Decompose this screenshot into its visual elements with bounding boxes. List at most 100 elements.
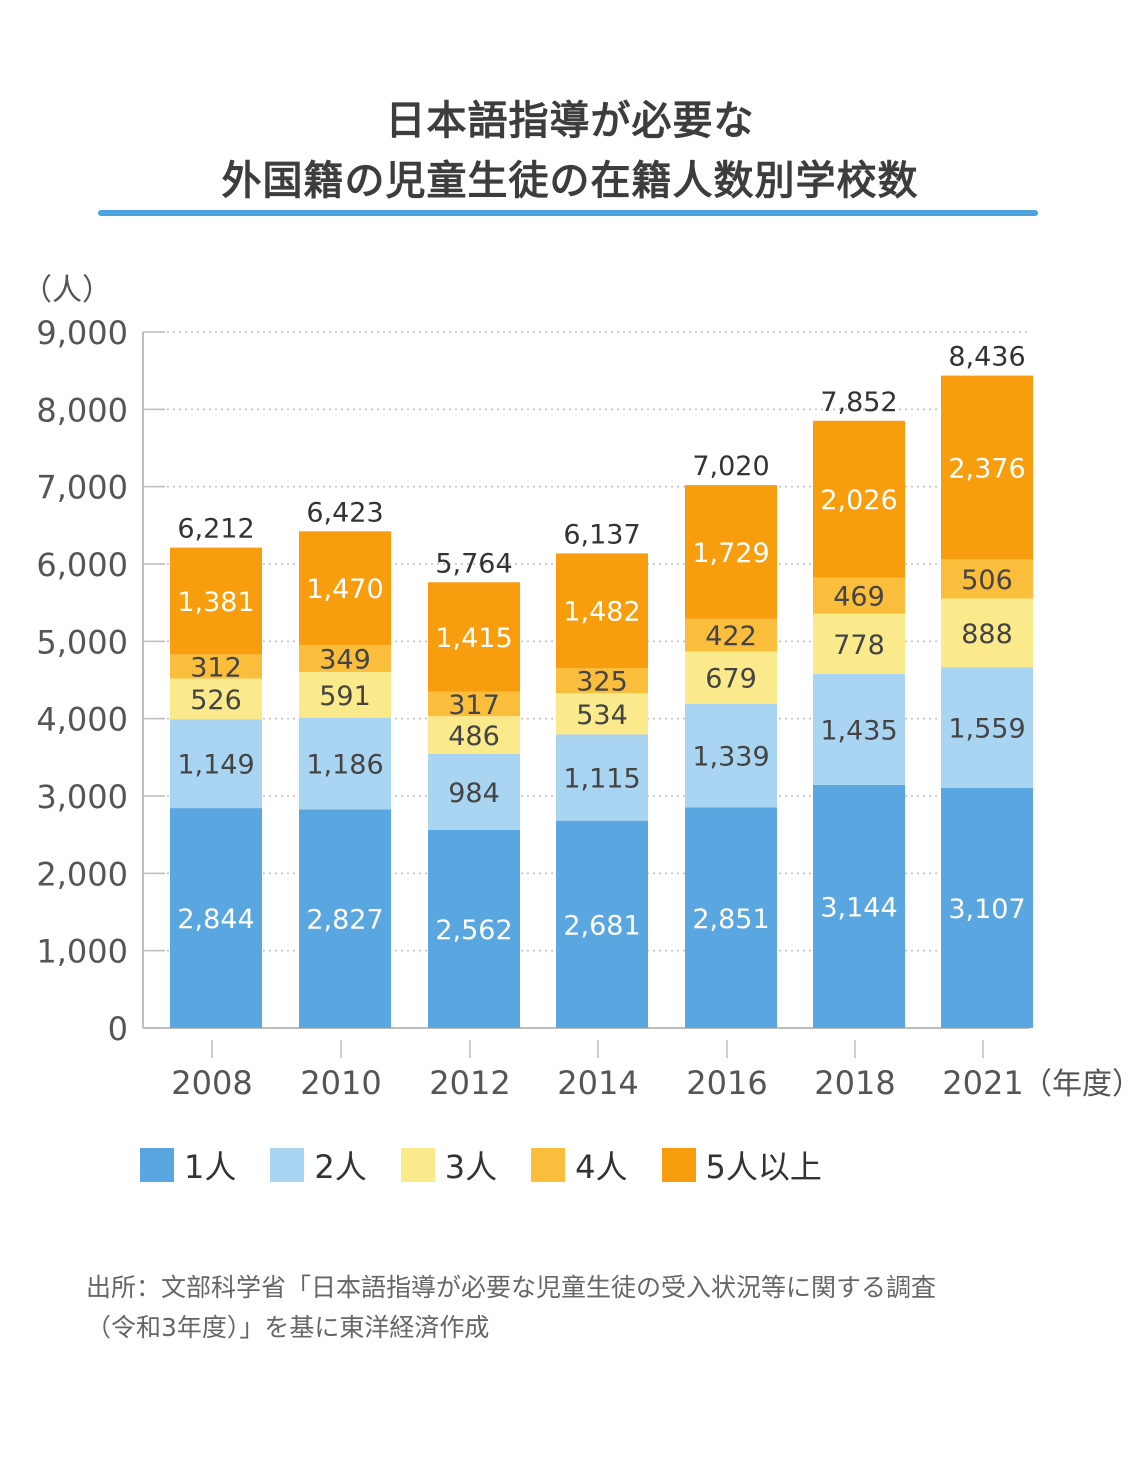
data-label: 526 [190,685,242,716]
data-label: 778 [833,630,885,661]
data-label: 1,729 [692,538,769,569]
data-label: 1,381 [177,587,254,618]
bar-segment [170,719,262,809]
legend-item: 3人 [400,1142,498,1188]
data-label: 1,482 [563,597,640,628]
bar-segment [813,613,905,674]
bar-segment [556,693,648,735]
bar-segment [813,420,905,578]
bar-segment [556,820,648,1028]
y-tick-label: 6,000 [36,546,128,584]
bar-segment [299,644,391,672]
data-label: 2,851 [692,904,769,935]
bar-segment [170,654,262,679]
bar-segment [813,673,905,785]
chart-legend: 1人 2人 3人 4人 5人以上 [140,1142,822,1188]
bar-segment [685,703,777,808]
total-label: 8,436 [948,342,1025,373]
data-label: 506 [961,565,1013,596]
legend-label: 1人 [184,1148,237,1186]
x-axis-unit: （年度） [1022,1067,1140,1102]
legend-swatch [140,1148,174,1182]
data-label: 679 [705,664,757,695]
bar-segment [556,553,648,669]
bar-segment [299,717,391,810]
x-tick-label: 2012 [429,1064,510,1102]
bar-segment [170,808,262,1028]
data-label: 312 [190,652,242,683]
data-label: 1,415 [435,623,512,654]
legend-item: 5人以上 [661,1142,822,1188]
bar-segment [685,651,777,704]
y-tick-label: 7,000 [36,469,128,507]
total-label: 7,020 [692,451,769,482]
bar-segment [813,784,905,1028]
bar-segment [941,667,1033,788]
source-note: 出所：文部科学省「日本語指導が必要な児童生徒の受入状況等に関する調査 （令和3年… [86,1268,1086,1348]
total-label: 6,137 [563,519,640,550]
data-label: 2,562 [435,915,512,946]
total-label: 6,212 [177,514,254,545]
stacked-bar-chart: 0 1,000 2,000 3,000 4,000 5,000 6,000 7,000 8,00… [22,273,1140,1102]
data-label: 2,026 [820,485,897,516]
data-label: 1,115 [563,764,640,795]
y-tick-label: 8,000 [36,391,128,429]
legend-swatch [400,1148,435,1182]
y-tick-label: 3,000 [36,778,128,816]
data-label: 2,681 [563,910,640,941]
y-tick-label: 9,000 [36,314,128,352]
x-tick-label: 2021 [942,1064,1023,1102]
data-label: 2,376 [948,453,1025,484]
y-axis-unit: （人） [22,273,112,308]
legend-swatch [270,1148,305,1182]
data-label: 984 [448,778,500,809]
data-label: 469 [833,582,885,613]
bar-segment [428,829,520,1028]
bar-segment [299,671,391,718]
bar-segment [941,598,1033,668]
data-label: 1,149 [177,750,254,781]
data-label: 325 [576,667,628,698]
x-tick-label: 2016 [686,1064,767,1102]
data-label: 1,470 [306,574,383,605]
legend-item: 4人 [531,1142,628,1188]
y-tick-label: 4,000 [36,701,128,739]
x-tick-label: 2008 [171,1064,252,1102]
y-tick-label: 1,000 [36,933,128,971]
legend-swatch [531,1148,566,1182]
data-label: 3,144 [820,892,897,923]
data-label: 317 [448,690,500,721]
data-label: 1,186 [306,750,383,781]
bar-segment [685,807,777,1028]
total-label: 6,423 [306,497,383,528]
y-tick-label: 0 [108,1010,128,1048]
y-tick-label: 5,000 [36,623,128,661]
data-label: 534 [576,700,628,731]
bar-segment [170,678,262,720]
bar-segment [685,618,777,652]
data-label: 1,559 [948,713,1025,744]
legend-label: 4人 [575,1148,628,1186]
data-label: 2,827 [306,905,383,936]
data-label: 591 [319,681,371,712]
x-tick-label: 2010 [300,1064,381,1102]
bar-segment [428,691,520,717]
bar-segment [941,375,1033,560]
legend-label: 3人 [444,1148,498,1186]
source-line1: 出所：文部科学省「日本語指導が必要な児童生徒の受入状況等に関する調査 [86,1273,937,1302]
data-label: 486 [448,721,500,752]
data-label: 2,844 [177,904,254,935]
title-underline [98,210,1038,216]
bar-segment [428,753,520,830]
chart-title-line1: 日本語指導が必要な [385,98,755,144]
data-label: 888 [961,619,1013,650]
legend-swatch [661,1148,696,1182]
chart-title-line2: 外国籍の児童生徒の在籍人数別学校数 [221,158,919,204]
x-tick-label: 2018 [814,1064,895,1102]
bar-segment [299,531,391,645]
source-line2: （令和3年度）」を基に東洋経済作成 [86,1313,490,1342]
legend-label: 2人 [314,1148,367,1186]
total-label: 7,852 [820,387,897,418]
legend-item: 2人 [270,1142,367,1188]
bar-segment [941,559,1033,599]
